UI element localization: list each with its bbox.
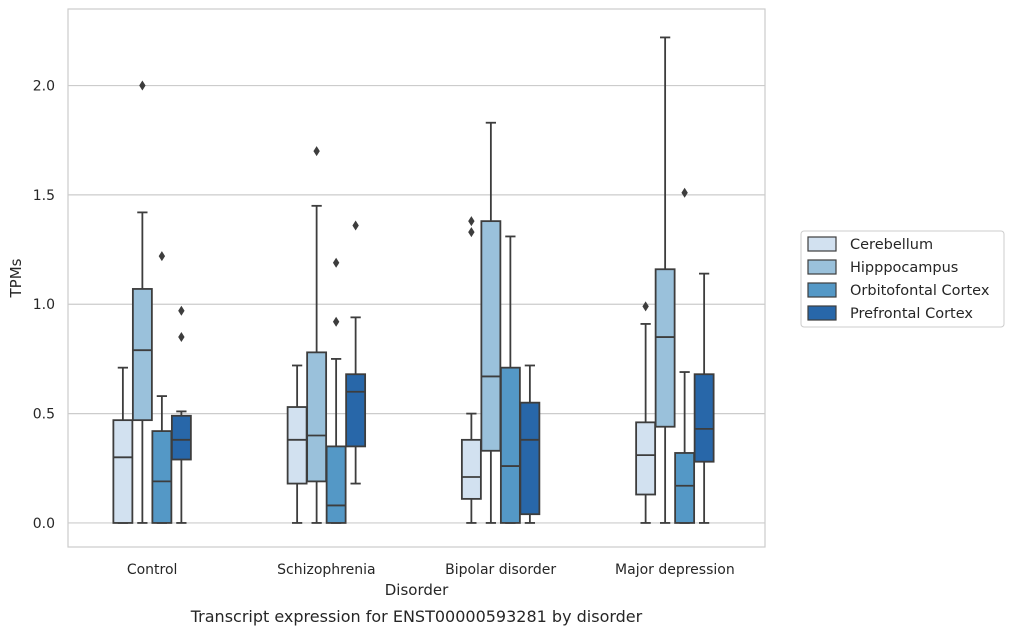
outlier-point xyxy=(352,220,359,231)
y-tick-label: 0.5 xyxy=(33,407,55,423)
box-hipppocampus xyxy=(306,146,328,524)
legend: Cerebellum Hipppocampus Orbitofontal Corte… xyxy=(800,230,1005,328)
legend-swatch xyxy=(807,259,837,275)
box-plots xyxy=(112,36,715,524)
outlier-point xyxy=(468,216,475,227)
x-axis-label: Disorder xyxy=(385,581,449,599)
box-iqr xyxy=(151,430,173,524)
x-tick-label: Control xyxy=(127,562,178,578)
outlier-point xyxy=(642,301,649,312)
box-hipppocampus xyxy=(654,36,676,524)
box-cerebellum xyxy=(286,364,308,524)
outlier-point xyxy=(332,257,340,268)
y-tick-label: 1.0 xyxy=(33,297,55,313)
box-orbitofontal-cortex xyxy=(674,187,696,524)
outlier-point xyxy=(178,332,185,343)
x-axis-ticks: Control Schizophrenia Bipolar disorder Majo… xyxy=(127,562,735,578)
outlier-point xyxy=(681,187,688,198)
box-iqr xyxy=(519,401,541,516)
box-iqr xyxy=(131,288,153,422)
outlier-point xyxy=(178,305,185,316)
outlier-point xyxy=(332,316,340,327)
outlier-point xyxy=(158,251,166,262)
box-iqr xyxy=(499,366,521,524)
legend-swatch xyxy=(807,236,837,252)
box-iqr xyxy=(654,268,676,428)
x-tick-label: Schizophrenia xyxy=(277,562,375,578)
y-tick-label: 2.0 xyxy=(33,79,55,95)
legend-label: Orbitofontal Cortex xyxy=(850,283,990,299)
box-iqr xyxy=(674,452,696,524)
box-iqr xyxy=(635,421,657,496)
box-orbitofontal-cortex xyxy=(151,251,173,524)
outlier-point xyxy=(139,80,146,91)
legend-swatch xyxy=(807,282,837,298)
box-iqr xyxy=(460,438,482,500)
box-iqr xyxy=(325,445,347,524)
plot-frame xyxy=(67,8,766,548)
box-iqr xyxy=(306,351,328,483)
y-axis-ticks: 0.0 0.5 1.0 1.5 2.0 xyxy=(33,79,55,532)
box-iqr xyxy=(170,414,192,461)
box-iqr xyxy=(286,406,308,485)
chart-caption: Transcript expression for ENST0000059328… xyxy=(190,607,643,626)
box-hipppocampus xyxy=(131,80,153,524)
outlier-point xyxy=(313,146,320,157)
legend-label: Cerebellum xyxy=(850,237,933,253)
x-tick-label: Major depression xyxy=(615,562,735,578)
y-tick-label: 0.0 xyxy=(33,516,55,532)
legend-label: Hipppocampus xyxy=(850,260,958,276)
legend-frame xyxy=(800,230,1005,328)
box-cerebellum xyxy=(635,301,657,524)
box-prefrontal-cortex xyxy=(345,220,367,485)
box-prefrontal-cortex xyxy=(519,364,541,524)
box-orbitofontal-cortex xyxy=(499,235,521,524)
box-orbitofontal-cortex xyxy=(325,257,347,524)
outlier-point xyxy=(468,227,475,238)
box-iqr xyxy=(693,373,715,463)
y-tick-label: 1.5 xyxy=(33,188,55,204)
box-iqr xyxy=(480,220,502,452)
legend-swatch xyxy=(807,305,837,321)
box-iqr xyxy=(112,419,134,524)
box-prefrontal-cortex xyxy=(170,305,192,524)
y-axis-label: TPMs xyxy=(7,258,25,298)
x-tick-label: Bipolar disorder xyxy=(445,562,556,578)
box-iqr xyxy=(345,373,367,448)
box-hipppocampus xyxy=(480,121,502,524)
box-cerebellum xyxy=(112,366,134,524)
legend-label: Prefrontal Cortex xyxy=(850,306,973,322)
box-cerebellum xyxy=(460,216,482,524)
box-prefrontal-cortex xyxy=(693,272,715,524)
